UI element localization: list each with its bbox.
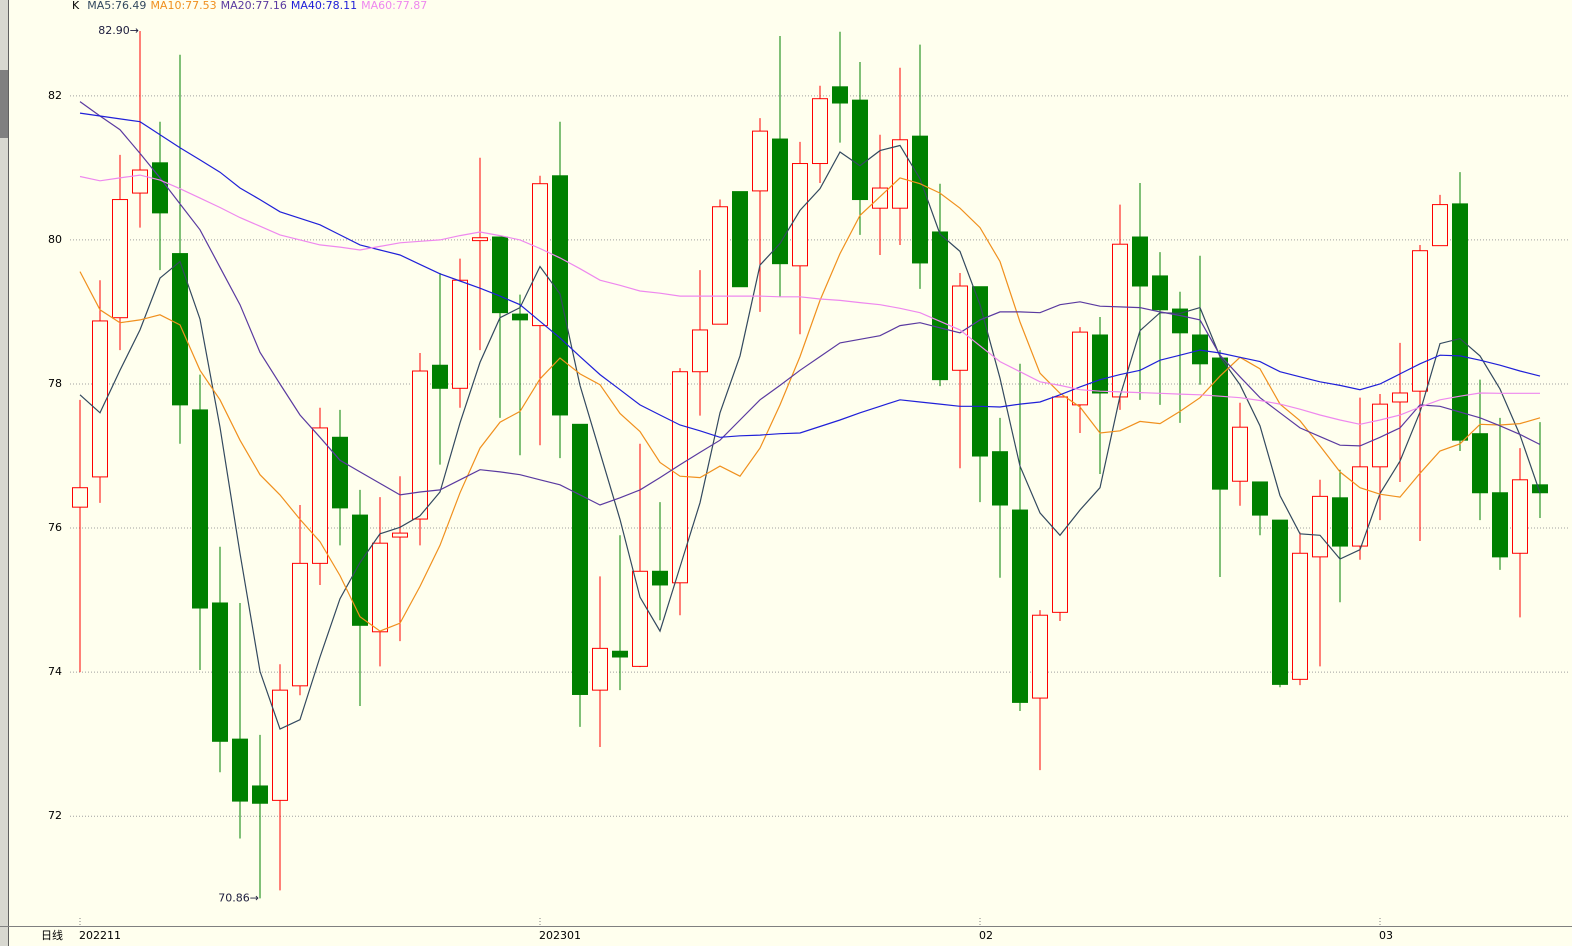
candle-body — [852, 99, 868, 201]
ma-line — [79, 177, 1541, 632]
candle-body — [332, 436, 348, 509]
legend-entry: MA40:78.11 — [291, 0, 357, 12]
legend-entry: MA60:77.87 — [361, 0, 427, 12]
candle-body — [772, 138, 788, 265]
ma-line — [79, 144, 1541, 730]
candle-body — [1392, 392, 1408, 403]
chart-title: K — [72, 0, 80, 12]
y-tick-label: 82 — [48, 89, 62, 102]
candle-body — [252, 785, 268, 804]
x-tick-label: 02 — [979, 929, 993, 942]
candle-body — [492, 236, 508, 314]
active-tab — [0, 70, 8, 138]
candle-body — [1372, 403, 1388, 468]
candle-body — [892, 139, 908, 209]
candle-body — [1252, 481, 1268, 516]
y-tick-label: 78 — [48, 377, 62, 390]
candle-body — [832, 86, 848, 104]
candle-body — [932, 231, 948, 381]
candle-body — [1332, 497, 1348, 547]
candle-body — [912, 135, 928, 264]
candle-body — [1472, 433, 1488, 494]
candle-body — [612, 650, 628, 658]
candle-body — [272, 689, 288, 801]
candle-body — [632, 570, 648, 667]
candle-body — [692, 329, 708, 373]
side-tabs — [0, 0, 8, 946]
ma-line — [79, 112, 1541, 438]
candle-body — [1032, 614, 1048, 699]
candle-body — [1312, 495, 1328, 558]
candle-body — [592, 647, 608, 691]
y-tick-label: 72 — [48, 809, 62, 822]
y-tick-label: 74 — [48, 665, 62, 678]
candle-body — [412, 370, 428, 520]
candle-body — [452, 279, 468, 389]
y-tick-label: 76 — [48, 521, 62, 534]
legend-entry: MA10:77.53 — [150, 0, 216, 12]
candle-body — [1512, 479, 1528, 554]
period-label: 日线 — [41, 928, 63, 942]
y-tick-label: 80 — [48, 233, 62, 246]
x-tick-label: 03 — [1379, 929, 1393, 942]
candle-body — [1152, 275, 1168, 311]
candle-body — [232, 738, 248, 802]
candle-body — [1192, 334, 1208, 365]
candle-body — [1212, 357, 1228, 490]
candle-body — [792, 163, 808, 267]
candle-body — [172, 253, 188, 406]
candle-body — [1432, 204, 1448, 247]
candle-body — [812, 98, 828, 165]
ma-line — [79, 174, 1540, 425]
candle-body — [92, 320, 108, 478]
legend-entry: MA5:76.49 — [87, 0, 146, 12]
extreme-label: 70.86→ — [218, 891, 259, 904]
x-tick-label: 202301 — [539, 929, 581, 942]
candle-body — [1132, 236, 1148, 287]
candle-body — [532, 183, 548, 327]
candle-body — [392, 532, 408, 538]
candle-body — [312, 427, 328, 564]
candle-body — [732, 191, 748, 288]
candle-body — [112, 199, 128, 319]
candle-body — [512, 313, 528, 321]
candle-body — [1492, 492, 1508, 558]
candle-body — [1052, 396, 1068, 613]
candle-body — [432, 364, 448, 389]
candle-body — [72, 487, 88, 508]
candle-body — [152, 162, 168, 214]
candle-body — [1272, 519, 1288, 685]
candle-body — [1452, 203, 1468, 441]
candle-body — [372, 542, 388, 633]
candle-body — [1012, 509, 1028, 703]
candle-body — [472, 237, 488, 242]
extreme-label: 82.90→ — [98, 24, 139, 37]
candle-body — [752, 130, 768, 192]
candle-body — [292, 562, 308, 687]
candle-body — [712, 206, 728, 325]
ma-line — [79, 101, 1541, 506]
candle-body — [1232, 426, 1248, 482]
candle-body — [192, 409, 208, 609]
candle-body — [652, 570, 668, 586]
candle-body — [992, 451, 1008, 506]
candle-body — [1092, 334, 1108, 394]
candle-body — [212, 602, 228, 742]
candle-body — [352, 514, 368, 626]
candle-body — [572, 423, 588, 695]
legend-entry: MA20:77.16 — [221, 0, 287, 12]
x-tick-label: 202211 — [79, 929, 121, 942]
candle-body — [132, 169, 148, 194]
candle-body — [972, 286, 988, 457]
candle-body — [1412, 250, 1428, 392]
candle-body — [1352, 466, 1368, 547]
candle-body — [1072, 331, 1088, 406]
candle-body — [1292, 552, 1308, 680]
